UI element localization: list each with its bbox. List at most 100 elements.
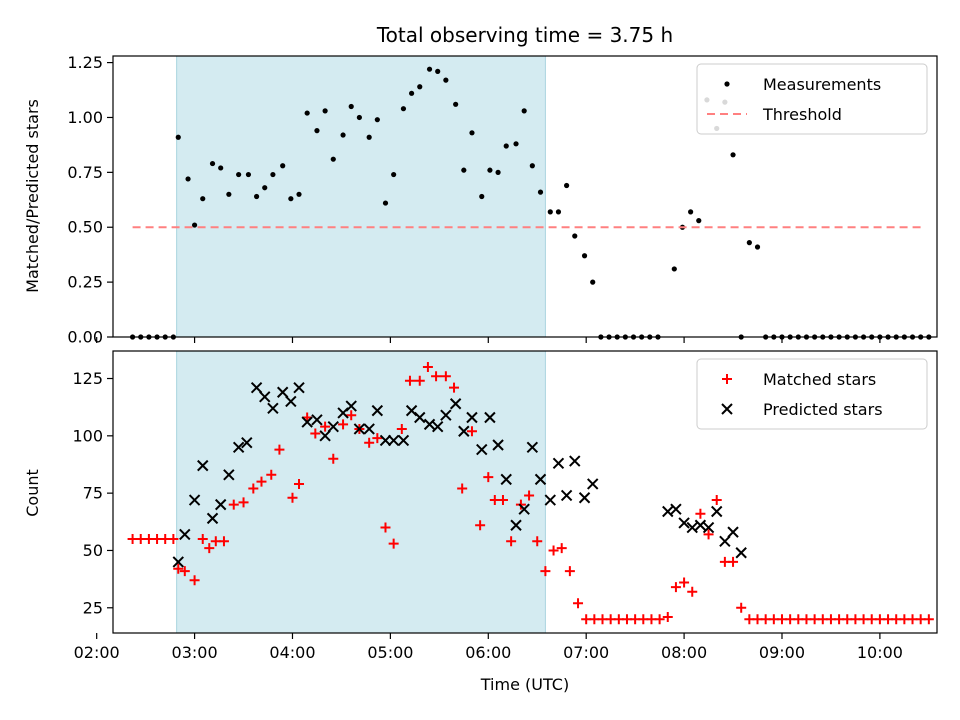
matched-star-point <box>711 495 722 506</box>
top-measurement-point <box>555 209 562 215</box>
predicted-star-point <box>267 402 279 415</box>
predicted-star-point <box>414 411 426 424</box>
bottom-ytick-label: 50 <box>83 541 103 560</box>
matched-star-point <box>449 382 460 393</box>
predicted-star-point <box>662 505 674 518</box>
predicted-star-point <box>423 418 436 431</box>
top-legend-box <box>696 63 928 135</box>
matched-star-point <box>573 598 584 609</box>
matched-star-point <box>524 490 535 501</box>
predicted-star-point <box>678 517 690 529</box>
predicted-star-point <box>735 547 747 559</box>
matched-star-point <box>466 426 477 437</box>
matched-star-point <box>310 428 321 439</box>
matched-star-point <box>475 520 486 531</box>
bottom-xtick-label: 03:00 <box>172 643 218 662</box>
top-measurement-point <box>200 196 206 202</box>
matched-star-point <box>679 577 690 588</box>
top-measurement-point <box>426 66 433 72</box>
predicted-star-point <box>727 526 739 538</box>
predicted-star-point <box>458 425 470 437</box>
top-measurement-point <box>382 200 389 206</box>
predicted-star-point <box>702 521 715 534</box>
matched-star-point <box>396 423 407 434</box>
top-measurement-point <box>366 134 372 140</box>
top-measurement-point <box>304 110 310 116</box>
top-measurement-point <box>503 143 509 149</box>
top-measurement-point <box>417 84 423 90</box>
bottom-axes-frame <box>112 350 938 634</box>
matched-star-point <box>923 614 934 625</box>
matched-star-point <box>422 362 433 373</box>
matched-star-point <box>179 566 190 577</box>
top-measurement-point <box>209 160 216 167</box>
matched-star-point <box>256 476 267 487</box>
predicted-star-point <box>449 398 462 410</box>
predicted-star-point <box>232 441 245 454</box>
top-ytick-label: 0.00 <box>67 328 103 347</box>
top-measurement-point <box>671 266 677 272</box>
predicted-star-point <box>431 420 444 433</box>
predicted-star-point <box>518 503 530 515</box>
bottom-legend-box <box>696 358 928 430</box>
bottom-xtick-label: 08:00 <box>661 643 707 662</box>
predicted-star-point <box>179 528 191 541</box>
bottom-ytick-label: 75 <box>83 484 103 503</box>
top-measurement-point <box>435 68 441 74</box>
top-legend: Measurements Threshold <box>696 63 928 135</box>
top-measurement-point <box>270 171 276 178</box>
predicted-star-point <box>587 478 599 490</box>
bottom-observing-span <box>176 350 546 634</box>
matched-star-point <box>457 483 468 494</box>
matched-star-point <box>670 582 681 593</box>
predicted-star-point <box>476 443 488 456</box>
top-axes-frame <box>112 55 938 338</box>
matched-star-point <box>189 575 200 586</box>
matched-star-point <box>736 602 747 613</box>
top-measurement-point <box>547 209 553 215</box>
matched-star-point <box>431 371 442 382</box>
top-ytick-label: 0.50 <box>67 218 103 237</box>
predicted-star-point <box>172 556 184 568</box>
predicted-star-point <box>578 492 591 504</box>
top-measurement-point <box>521 108 527 114</box>
predicted-star-point <box>327 420 339 433</box>
top-measurement-point <box>479 193 485 200</box>
predicted-star-point <box>711 505 723 518</box>
matched-star-point <box>248 483 259 494</box>
top-measurement-point <box>253 193 260 200</box>
predicted-star-point <box>526 441 539 454</box>
top-measurement-point <box>513 141 519 147</box>
predicted-star-point <box>223 469 235 481</box>
predicted-star-point <box>214 498 227 511</box>
matched-star-point <box>654 614 665 625</box>
top-measurement-point <box>330 156 336 162</box>
bottom-xtick-label: 09:00 <box>759 643 805 662</box>
bottom-xtick-label: 02:00 <box>74 643 120 662</box>
predicted-star-point <box>259 391 271 403</box>
predicted-star-point <box>686 521 698 534</box>
top-measurement-point <box>245 171 252 178</box>
predicted-star-point <box>363 423 375 435</box>
predicted-star-point <box>206 512 219 525</box>
matched-star-point <box>294 478 305 489</box>
matched-star-point <box>338 419 349 430</box>
matched-star-point <box>695 508 706 519</box>
bottom-ytick-label: 100 <box>72 426 103 445</box>
top-measurement-point <box>537 189 544 195</box>
predicted-star-point <box>534 473 547 486</box>
top-measurement-point <box>236 171 242 178</box>
top-measurement-point <box>175 134 181 140</box>
legend-matched-marker <box>722 374 732 384</box>
matched-star-point <box>703 529 714 540</box>
predicted-star-point <box>670 503 682 515</box>
top-measurement-point <box>296 191 302 197</box>
predicted-star-point <box>197 459 209 472</box>
top-ytick-label: 1.25 <box>67 53 103 72</box>
predicted-star-point <box>510 519 522 531</box>
matched-star-point <box>540 566 551 577</box>
top-measurement-point <box>495 169 501 175</box>
matched-star-point <box>687 586 698 597</box>
top-measurement-point <box>453 101 459 107</box>
